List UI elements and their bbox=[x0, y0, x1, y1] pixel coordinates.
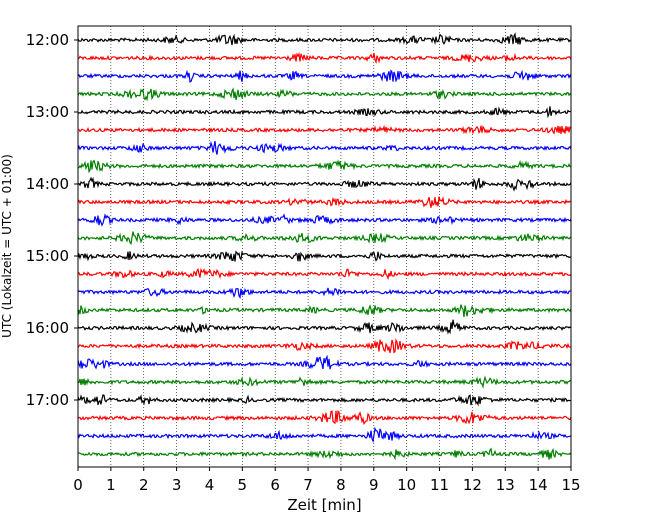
seismogram-trace bbox=[77, 250, 572, 262]
seismogram-trace bbox=[77, 337, 572, 354]
x-tick-label: 8 bbox=[336, 476, 346, 494]
seismogram-trace bbox=[77, 196, 572, 208]
y-tick-label: 14:00 bbox=[26, 175, 69, 193]
x-tick-label: 1 bbox=[106, 476, 116, 494]
seismogram-trace bbox=[77, 124, 572, 135]
seismogram-trace bbox=[77, 304, 572, 318]
seismogram-trace bbox=[77, 231, 572, 246]
y-tick-label: 16:00 bbox=[26, 319, 69, 337]
x-tick-label: 14 bbox=[529, 476, 548, 494]
x-tick-label: 15 bbox=[561, 476, 580, 494]
seismogram-trace bbox=[77, 287, 572, 300]
plot-frame bbox=[77, 25, 572, 468]
x-tick-label: 0 bbox=[73, 476, 83, 494]
y-axis: 12:00 13:00 14:00 15:00 16:00 17:00 bbox=[26, 31, 78, 409]
seismogram-trace bbox=[77, 394, 572, 407]
seismogram-trace bbox=[77, 319, 572, 335]
seismogram-trace bbox=[77, 176, 572, 192]
seismogram-trace bbox=[77, 106, 572, 119]
y-axis-label: UTC (Lokalzeit = UTC + 01:00) bbox=[0, 154, 14, 338]
x-axis: 0 1 2 3 4 5 6 7 8 9 10 11 12 13 14 15 bbox=[73, 467, 581, 494]
x-tick-label: 5 bbox=[238, 476, 248, 494]
seismogram-trace bbox=[77, 267, 572, 281]
x-tick-label: 12 bbox=[463, 476, 482, 494]
seismogram-trace bbox=[77, 52, 572, 65]
seismogram-trace bbox=[77, 375, 572, 389]
x-tick-label: 2 bbox=[139, 476, 149, 494]
seismogram-trace bbox=[77, 426, 572, 444]
x-tick-label: 11 bbox=[430, 476, 449, 494]
y-tick-label: 15:00 bbox=[26, 247, 69, 265]
trace-layer bbox=[77, 32, 572, 461]
x-tick-label: 6 bbox=[270, 476, 280, 494]
x-tick-label: 9 bbox=[369, 476, 379, 494]
seismogram-trace bbox=[77, 140, 572, 155]
x-tick-label: 10 bbox=[397, 476, 416, 494]
seismogram-trace bbox=[77, 354, 572, 370]
x-tick-label: 4 bbox=[205, 476, 215, 494]
x-axis-label: Zeit [min] bbox=[287, 496, 361, 514]
x-tick-label: 7 bbox=[303, 476, 313, 494]
seismogram-trace bbox=[77, 410, 572, 426]
y-tick-label: 13:00 bbox=[26, 103, 69, 121]
x-tick-label: 13 bbox=[496, 476, 515, 494]
seismogram-trace bbox=[77, 87, 572, 102]
y-tick-label: 17:00 bbox=[26, 391, 69, 409]
seismogram-trace bbox=[77, 69, 572, 83]
x-tick-label: 3 bbox=[172, 476, 182, 494]
seismogram-trace bbox=[77, 447, 572, 461]
seismogram-trace bbox=[77, 213, 572, 227]
seismogram-trace bbox=[77, 32, 572, 46]
seismogram-trace bbox=[77, 159, 572, 174]
y-tick-label: 12:00 bbox=[26, 31, 69, 49]
